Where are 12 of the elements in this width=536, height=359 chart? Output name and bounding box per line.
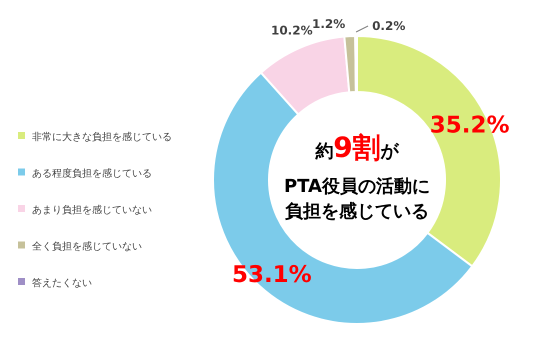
legend-label: 全く負担を感じていない bbox=[32, 240, 142, 252]
legend-label: あまり負担を感じていない bbox=[32, 204, 152, 216]
data-label: 35.2% bbox=[430, 112, 510, 139]
legend-label: 答えたくない bbox=[32, 277, 92, 289]
data-label: 0.2% bbox=[372, 19, 406, 33]
data-label: 10.2% bbox=[270, 24, 313, 38]
text: 負担を感じている bbox=[285, 201, 429, 222]
legend-label: 非常に大きな負担を感じている bbox=[32, 131, 172, 143]
data-label: 1.2% bbox=[312, 17, 346, 32]
text: PTA役員の活動に bbox=[284, 176, 430, 197]
legend-label: ある程度負担を感じている bbox=[32, 168, 152, 180]
text: 約9割が bbox=[314, 131, 400, 164]
